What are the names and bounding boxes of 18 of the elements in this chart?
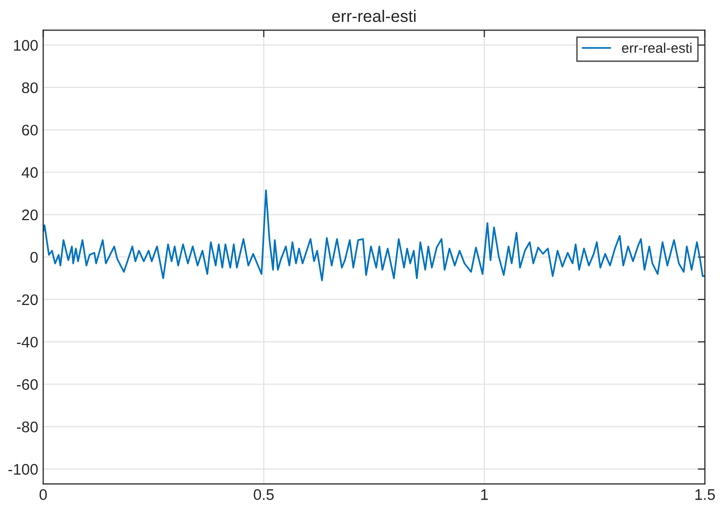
y-tick-label: -100 — [8, 464, 38, 475]
y-tick-label: -80 — [16, 422, 38, 432]
x-tick-label: 0 — [40, 489, 47, 500]
y-tick-label: 0 — [30, 252, 38, 263]
chart-title: err-real-esti — [332, 10, 416, 22]
y-tick-label: 40 — [22, 167, 38, 178]
y-tick-label: -60 — [16, 379, 38, 390]
x-tick-label: 1 — [481, 489, 488, 500]
x-tick-label: 0.5 — [254, 489, 274, 500]
line-series — [43, 189, 705, 282]
y-tick-label: -20 — [16, 294, 38, 306]
y-tick-label: 80 — [22, 82, 38, 94]
y-tick-label: 20 — [22, 210, 38, 220]
legend-label: err-real-esti — [622, 42, 692, 53]
x-tick-label: 1.5 — [695, 489, 715, 500]
y-tick-label: -40 — [16, 336, 38, 348]
y-tick-label: 100 — [14, 40, 38, 51]
y-tick-label: 60 — [22, 124, 38, 136]
